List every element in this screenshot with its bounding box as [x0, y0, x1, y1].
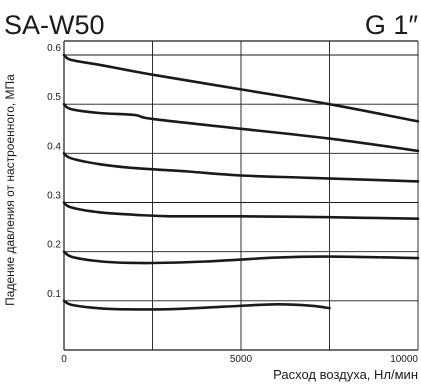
y-tick-label-3: 0.4 [47, 141, 61, 152]
series-line-0 [62, 53, 420, 123]
x-tick-label-0: 0 [61, 354, 67, 365]
x-tick-label-1: 5000 [230, 354, 253, 365]
y-tick-label-1: 0.2 [47, 240, 61, 251]
series-line-4 [62, 250, 420, 265]
series-line-2 [62, 152, 420, 183]
x-tick-label-2: 10000 [390, 354, 418, 365]
plot-frame [63, 40, 418, 351]
y-tick-label-5: 0.6 [47, 43, 61, 54]
tick-labels: 0.1 0.2 0.3 0.4 0.5 0.6 0 5000 10000 [47, 43, 418, 365]
y-tick-label-2: 0.3 [47, 191, 61, 202]
y-axis-title: Падение давления от настроенного, МПа [3, 74, 17, 306]
series-line-3 [62, 201, 420, 220]
x-axis-title: Расход воздуха, Нл/мин [273, 367, 418, 382]
y-tick-label-0: 0.1 [47, 289, 61, 300]
grid [64, 41, 419, 350]
series-lines [62, 53, 420, 311]
thread-size: G 1″ [365, 10, 419, 40]
y-tick-label-4: 0.5 [47, 92, 61, 103]
model-title: SA-W50 [4, 10, 105, 40]
series-line-5 [62, 299, 331, 311]
series-line-1 [62, 102, 420, 153]
